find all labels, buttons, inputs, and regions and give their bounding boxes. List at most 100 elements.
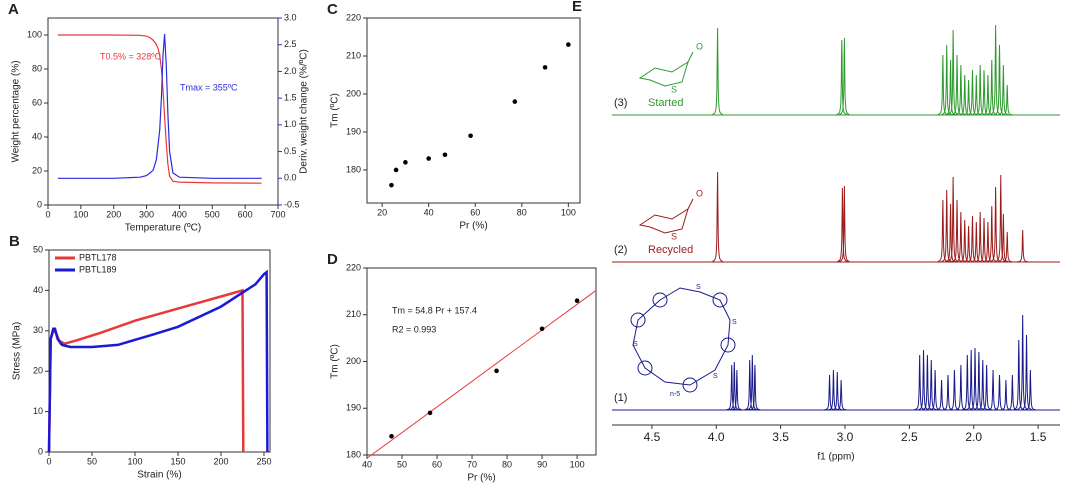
x-tick-label: 0	[45, 209, 50, 219]
line	[47, 269, 269, 453]
x-axis-label: Temperature (ºC)	[125, 223, 201, 234]
x-tick-label: 250	[256, 456, 271, 466]
y-tick-label: 100	[27, 29, 42, 39]
y-tick-label: 200	[346, 356, 361, 366]
line	[57, 33, 262, 179]
peak	[949, 369, 960, 411]
annotation: Tm = 54.8 Pr + 157.4	[392, 305, 477, 315]
point	[427, 410, 433, 416]
y2-tick-label: 0.5	[284, 146, 297, 156]
peak	[994, 44, 1005, 115]
peak	[749, 364, 761, 411]
cyclopentane	[637, 360, 653, 376]
point	[403, 160, 408, 165]
plot-frame	[47, 17, 279, 206]
annotation: R2 = 0.993	[392, 324, 436, 334]
y-tick-label: 190	[346, 403, 361, 413]
x-tick-label: 2.5	[901, 430, 918, 444]
x-axis-label: Pr (%)	[459, 221, 487, 232]
y2-tick-label: 0.0	[284, 173, 297, 183]
y2-tick-label: 1.0	[284, 119, 297, 129]
y2-tick-label: -0.5	[284, 199, 300, 209]
peak	[839, 185, 850, 262]
peak	[947, 29, 959, 115]
y-tick-label: 20	[33, 366, 43, 376]
x-tick-label: 300	[139, 209, 154, 219]
peak	[1001, 84, 1013, 116]
y-tick-label: 40	[33, 285, 43, 295]
x-tick-label: 60	[432, 459, 442, 469]
peak	[712, 27, 723, 115]
plot-frame	[366, 267, 597, 456]
spectrum-name: Recycled	[648, 244, 693, 256]
y2-tick-label: 2.0	[284, 66, 297, 76]
peak	[1021, 334, 1032, 410]
point	[426, 156, 431, 161]
x-tick-label: 600	[238, 209, 253, 219]
x-tick-label: 1.5	[1030, 430, 1047, 444]
x-tick-label: 40	[424, 207, 434, 217]
y-tick-label: 40	[32, 131, 42, 141]
peak	[942, 374, 954, 411]
ring	[638, 198, 694, 234]
peak	[951, 54, 963, 115]
y2-tick-label: 3.0	[284, 12, 297, 22]
peak	[1017, 314, 1029, 410]
y2-axis-label: Deriv. weight change (%/ºC)	[299, 49, 310, 174]
peak	[839, 37, 850, 115]
x-tick-label: 500	[205, 209, 220, 219]
annotation: T0.5% = 328ºC	[100, 51, 162, 61]
spectrum-label: (2)	[614, 244, 627, 256]
peak	[990, 24, 1001, 115]
x-tick-label: 400	[172, 209, 187, 219]
y-tick-label: 20	[32, 165, 42, 175]
y-tick-label: 210	[346, 309, 361, 319]
x-axis-label: Strain (%)	[137, 470, 181, 481]
x-tick-label: 50	[397, 459, 407, 469]
x-tick-label: 60	[470, 207, 480, 217]
peak	[729, 361, 740, 411]
structure-3	[638, 51, 694, 87]
legend-label: PBTL178	[79, 252, 117, 262]
peak	[837, 187, 848, 262]
y2-tick-label: 1.5	[284, 93, 297, 103]
spectrum-name: Started	[648, 97, 683, 109]
peak	[746, 354, 758, 411]
x-tick-label: 80	[502, 459, 512, 469]
point	[389, 434, 394, 439]
point	[442, 152, 448, 158]
point	[393, 167, 399, 173]
panel-label: B	[9, 233, 20, 250]
peak	[731, 369, 742, 411]
x-axis-label: f1 (ppm)	[817, 452, 854, 463]
y-axis-label: Weight percentage (%)	[11, 60, 22, 162]
y-tick-label: 180	[346, 449, 361, 459]
atom-label: n-5	[670, 391, 680, 398]
line	[57, 34, 262, 184]
atom-label: S	[732, 319, 737, 326]
atom-label: S	[713, 373, 718, 380]
point	[494, 368, 499, 374]
peak	[977, 359, 988, 411]
peak	[712, 171, 723, 262]
x-tick-label: 3.5	[772, 430, 789, 444]
atom-label: S	[633, 341, 638, 348]
x-tick-label: 100	[73, 209, 88, 219]
x-tick-label: 200	[213, 456, 228, 466]
x-tick-label: 150	[170, 456, 185, 466]
peak	[1000, 379, 1012, 411]
peak	[955, 364, 967, 411]
peak	[986, 205, 998, 263]
spectrum-label: (3)	[614, 97, 627, 109]
structure-1	[630, 287, 736, 393]
plot-frame	[366, 17, 581, 204]
x-tick-label: 70	[467, 459, 477, 469]
y-tick-label: 210	[346, 50, 361, 60]
x-tick-label: 3.0	[837, 430, 854, 444]
peak	[836, 39, 847, 115]
y-tick-label: 30	[33, 325, 43, 335]
y-tick-label: 220	[346, 12, 361, 22]
peak	[998, 64, 1009, 116]
panel-label: E	[572, 0, 582, 15]
cyclopentane	[652, 292, 668, 308]
